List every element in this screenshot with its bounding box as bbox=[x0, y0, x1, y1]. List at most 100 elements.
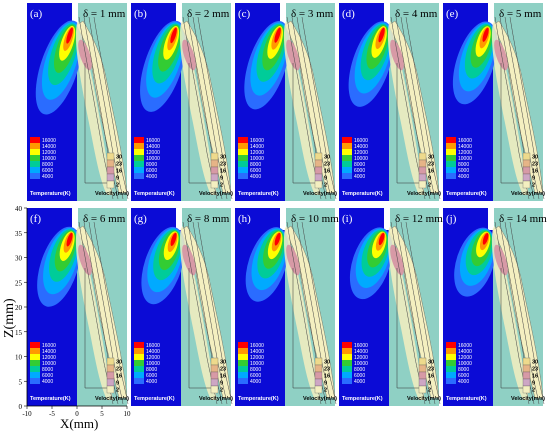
frame-line bbox=[188, 63, 219, 184]
y-tick-label: 30 bbox=[15, 255, 23, 263]
panel-tag: (f) bbox=[30, 213, 41, 225]
panel-tag: (a) bbox=[30, 8, 43, 20]
velocity-legend-swatch bbox=[522, 173, 531, 182]
velocity-legend-label: 30 bbox=[428, 360, 434, 366]
temperature-legend-label: 16000 bbox=[146, 138, 160, 144]
temperature-legend-swatch bbox=[238, 173, 248, 179]
x-tick-label: -5 bbox=[49, 410, 55, 418]
temperature-legend-swatch bbox=[238, 161, 248, 167]
temperature-contour bbox=[482, 232, 489, 245]
velocity-legend-label: 9 bbox=[116, 176, 119, 182]
streamline bbox=[83, 16, 119, 200]
temperature-legend-swatch bbox=[238, 342, 248, 348]
frame-line bbox=[84, 63, 115, 184]
velocity-legend-swatch bbox=[314, 357, 323, 366]
velocity-legend-title: Velocity(m/s) bbox=[511, 396, 545, 402]
temperature-legend-label: 12000 bbox=[458, 355, 472, 361]
temperature-legend-label: 16000 bbox=[458, 343, 472, 349]
velocity-legend-swatch bbox=[418, 159, 427, 168]
temperature-legend-label: 6000 bbox=[250, 373, 261, 379]
velocity-legend-label: 23 bbox=[532, 162, 538, 168]
velocity-legend-label: 23 bbox=[532, 367, 538, 373]
velocity-core bbox=[494, 244, 508, 276]
streamline bbox=[395, 16, 431, 200]
temperature-legend-label: 4000 bbox=[458, 174, 469, 180]
velocity-legend-label: 2 bbox=[532, 388, 535, 394]
temperature-legend-title: Temperature(K) bbox=[446, 396, 487, 402]
velocity-legend-swatch bbox=[106, 385, 115, 394]
temperature-legend-swatch bbox=[446, 366, 456, 372]
streamline bbox=[291, 221, 327, 405]
temperature-legend-swatch bbox=[446, 360, 456, 366]
temperature-legend-label: 14000 bbox=[458, 349, 472, 355]
panel: (e) δ = 5 mm 16000140001200010000800060004… bbox=[443, 3, 545, 201]
temperature-legend-swatch bbox=[30, 173, 40, 179]
velocity-legend-title: Velocity(m/s) bbox=[407, 396, 441, 402]
panel-delta-label: δ = 6 mm bbox=[83, 213, 126, 225]
velocity-core bbox=[286, 244, 300, 276]
velocity-legend-label: 9 bbox=[324, 381, 327, 387]
panel-tag: (h) bbox=[238, 213, 251, 225]
panel-tag: (j) bbox=[446, 213, 457, 225]
temperature-legend-label: 8000 bbox=[250, 367, 261, 373]
panel: (j) δ = 14 mm 1600014000120001000080006000… bbox=[443, 208, 547, 406]
panel-tag: (d) bbox=[342, 8, 355, 20]
y-tick-label: 20 bbox=[15, 304, 23, 312]
velocity-legend-swatch bbox=[522, 371, 531, 380]
velocity-legend-swatch bbox=[522, 152, 531, 161]
velocity-legend-swatch bbox=[418, 173, 427, 182]
panel: (f) δ = 6 mm 16000140001200010000800060004… bbox=[27, 208, 129, 406]
velocity-legend-swatch bbox=[314, 166, 323, 175]
velocity-legend-swatch bbox=[210, 173, 219, 182]
streamline bbox=[83, 221, 119, 405]
streamline bbox=[509, 16, 545, 200]
streamline bbox=[187, 221, 223, 405]
velocity-legend-label: 2 bbox=[116, 183, 119, 189]
temperature-legend-label: 8000 bbox=[354, 162, 365, 168]
y-tick-label: 0 bbox=[19, 403, 23, 411]
temperature-legend-label: 6000 bbox=[354, 168, 365, 174]
temperature-legend-label: 10000 bbox=[250, 361, 264, 367]
velocity-legend-swatch bbox=[522, 385, 531, 394]
velocity-legend-swatch bbox=[210, 378, 219, 387]
streamline bbox=[405, 16, 441, 200]
temperature-legend-label: 6000 bbox=[354, 373, 365, 379]
y-tick-label: 35 bbox=[15, 230, 23, 238]
panel: (c) δ = 3 mm 16000140001200010000800060004… bbox=[235, 3, 337, 201]
temperature-legend-swatch bbox=[30, 378, 40, 384]
panel-delta-label: δ = 1 mm bbox=[83, 8, 126, 20]
velocity-legend-title: Velocity(m/s) bbox=[199, 191, 233, 197]
panel: (a) δ = 1 mm 16000140001200010000800060004… bbox=[27, 3, 129, 201]
panel: (d) δ = 4 mm 16000140001200010000800060004… bbox=[339, 3, 441, 201]
temperature-legend-label: 8000 bbox=[42, 162, 53, 168]
temperature-legend-title: Temperature(K) bbox=[30, 396, 71, 402]
velocity-legend-label: 16 bbox=[324, 374, 330, 380]
temperature-contour bbox=[274, 232, 281, 246]
temperature-legend-label: 12000 bbox=[42, 355, 56, 361]
temperature-legend-label: 4000 bbox=[42, 174, 53, 180]
velocity-legend-swatch bbox=[106, 159, 115, 168]
panel-delta-label: δ = 10 mm bbox=[291, 213, 339, 225]
velocity-legend-swatch bbox=[106, 180, 115, 189]
temperature-legend-title: Temperature(K) bbox=[134, 191, 175, 197]
temperature-legend-swatch bbox=[30, 342, 40, 348]
y-axis-title: Z(mm) bbox=[2, 298, 17, 338]
temperature-legend-swatch bbox=[30, 137, 40, 143]
velocity-legend-label: 9 bbox=[220, 176, 223, 182]
temperature-legend-swatch bbox=[30, 167, 40, 173]
velocity-legend-label: 16 bbox=[428, 374, 434, 380]
temperature-contour bbox=[482, 27, 489, 42]
temperature-legend-label: 10000 bbox=[458, 361, 472, 367]
temperature-contour bbox=[170, 27, 177, 44]
velocity-legend-swatch bbox=[314, 173, 323, 182]
temperature-legend-swatch bbox=[134, 360, 144, 366]
temperature-legend-label: 8000 bbox=[146, 162, 157, 168]
velocity-legend-title: Velocity(m/s) bbox=[303, 396, 337, 402]
